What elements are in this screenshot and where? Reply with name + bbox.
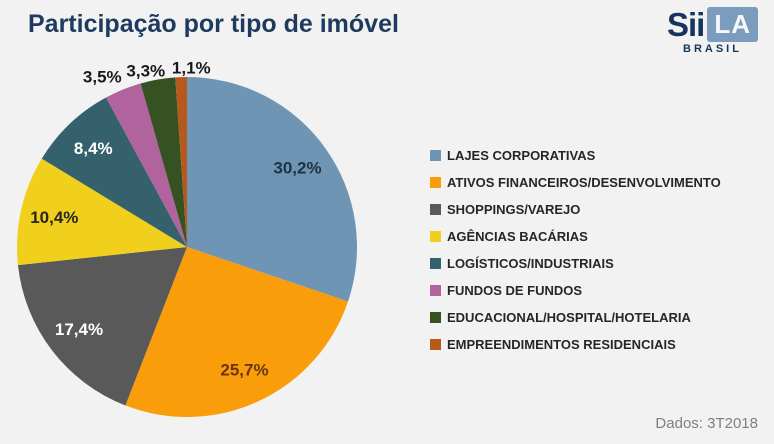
pie-slice-7 [175,77,187,247]
pie-chart: 30,2% 25,7% 17,4% 10,4% 8,4% 3,5% 3,3% 1,1% [17,59,358,418]
legend-color-swatch [430,338,441,350]
chart-title: Participação por tipo de imóvel [28,10,399,38]
pie-value-label-1: 25,7% [220,361,268,380]
legend-color-swatch [430,176,441,188]
pie-slice-3 [17,158,188,266]
legend-label: ATIVOS FINANCEIROS/DESENVOLVIMENTO [447,174,721,190]
legend-label: LOGÍSTICOS/INDUSTRIAIS [447,255,614,271]
pie-slice-0 [187,77,358,302]
pie-slice-4 [41,97,187,248]
legend-color-swatch [430,311,441,323]
pie-value-label-4: 8,4% [74,139,113,158]
legend-color-swatch [430,230,441,242]
data-period-note: Dados: 3T2018 [655,415,758,432]
legend-color-swatch [430,149,441,161]
pie-value-label-2: 17,4% [55,320,103,339]
legend-label: LAJES CORPORATIVAS [447,147,596,163]
pie-slice-2 [17,247,187,406]
legend-color-swatch [430,203,441,215]
chart-legend: LAJES CORPORATIVAS ATIVOS FINANCEIROS/DE… [430,147,721,363]
pie-slice-1 [125,247,349,418]
legend-item: LOGÍSTICOS/INDUSTRIAIS [430,255,721,271]
siila-brasil-logo: Sii LA BRASIL [667,7,758,55]
pie-value-label-3: 10,4% [30,208,78,227]
legend-item: EMPREENDIMENTOS RESIDENCIAIS [430,336,721,352]
pie-value-label-5: 3,5% [83,68,122,87]
legend-label: FUNDOS DE FUNDOS [447,282,583,298]
legend-item: ATIVOS FINANCEIROS/DESENVOLVIMENTO [430,174,721,190]
legend-label: SHOPPINGS/VAREJO [447,201,581,217]
logo-wordmark: Sii LA [667,7,758,42]
legend-item: AGÊNCIAS BACÁRIAS [430,228,721,244]
logo-text-la-box: LA [707,7,758,42]
legend-label: EMPREENDIMENTOS RESIDENCIAIS [447,336,676,352]
legend-label: AGÊNCIAS BACÁRIAS [447,228,588,244]
legend-item: LAJES CORPORATIVAS [430,147,721,163]
logo-text-brasil: BRASIL [683,43,742,55]
legend-color-swatch [430,284,441,296]
logo-text-sii: Sii [666,6,705,43]
legend-label: EDUCACIONAL/HOSPITAL/HOTELARIA [447,309,691,325]
legend-item: EDUCACIONAL/HOSPITAL/HOTELARIA [430,309,721,325]
pie-slice-6 [140,77,187,247]
pie-slice-5 [106,83,187,248]
legend-color-swatch [430,257,441,269]
pie-value-label-0: 30,2% [273,158,321,177]
pie-value-label-7: 1,1% [172,59,211,78]
pie-value-label-6: 3,3% [126,61,165,80]
legend-item: FUNDOS DE FUNDOS [430,282,721,298]
legend-item: SHOPPINGS/VAREJO [430,201,721,217]
